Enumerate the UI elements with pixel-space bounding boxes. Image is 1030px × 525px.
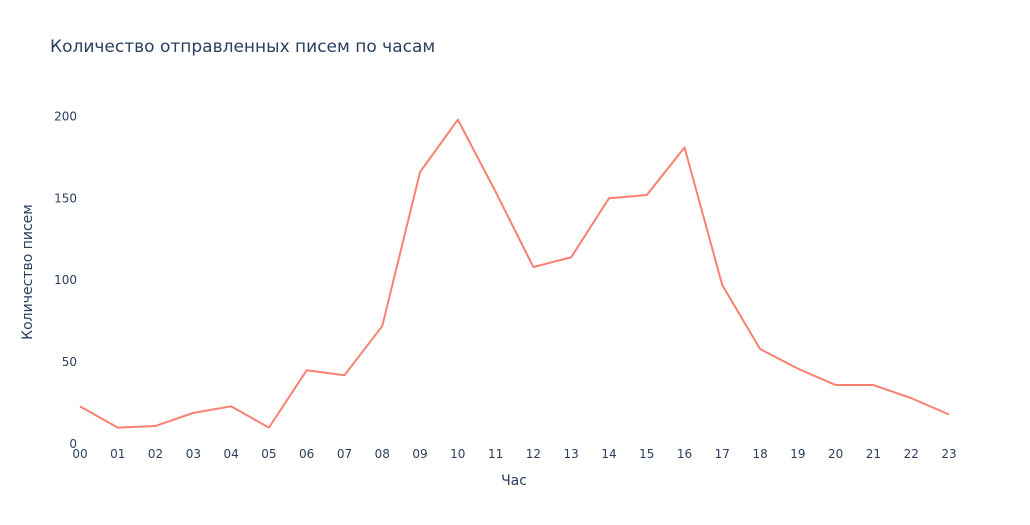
data-point[interactable]: [682, 145, 688, 151]
x-tick-label: 14: [601, 447, 616, 461]
x-tick-label: 02: [148, 447, 163, 461]
data-point[interactable]: [379, 323, 385, 329]
data-point[interactable]: [304, 367, 310, 373]
data-point[interactable]: [190, 410, 196, 416]
y-axis-ticks: 0 50 100 150 200: [54, 109, 77, 451]
data-point[interactable]: [530, 264, 536, 270]
y-tick-label: 100: [54, 273, 77, 287]
data-point[interactable]: [606, 195, 612, 201]
data-point[interactable]: [266, 425, 272, 431]
y-tick-label: 150: [54, 191, 77, 205]
x-tick-label: 10: [450, 447, 465, 461]
y-tick-label: 200: [54, 109, 77, 123]
x-tick-label: 08: [375, 447, 390, 461]
data-point[interactable]: [417, 169, 423, 175]
y-tick-label: 50: [62, 355, 77, 369]
series-group: [77, 117, 952, 431]
data-point[interactable]: [228, 403, 234, 409]
y-tick-label: 0: [69, 437, 77, 451]
x-tick-label: 05: [261, 447, 276, 461]
x-tick-label: 03: [186, 447, 201, 461]
data-point[interactable]: [833, 382, 839, 388]
data-point[interactable]: [153, 423, 159, 429]
data-point[interactable]: [946, 412, 952, 418]
data-point[interactable]: [115, 425, 121, 431]
x-tick-label: 15: [639, 447, 654, 461]
x-axis-ticks: 00 01 02 03 04 05 06 07 08 09 10 11 12 13 14 15 16 17 18 19…: [72, 447, 956, 461]
x-tick-label: 16: [677, 447, 692, 461]
x-tick-label: 01: [110, 447, 125, 461]
x-tick-label: 17: [715, 447, 730, 461]
x-tick-label: 12: [526, 447, 541, 461]
data-point[interactable]: [870, 382, 876, 388]
x-tick-label: 21: [866, 447, 881, 461]
x-tick-label: 22: [904, 447, 919, 461]
chart-title: Количество отправленных писем по часам: [50, 37, 435, 57]
data-point[interactable]: [493, 189, 499, 195]
x-tick-label: 07: [337, 447, 352, 461]
x-tick-label: 19: [790, 447, 805, 461]
data-point[interactable]: [341, 372, 347, 378]
data-point[interactable]: [77, 403, 83, 409]
data-point[interactable]: [795, 366, 801, 372]
y-axis-title: Количество писем: [20, 204, 36, 340]
x-tick-label: 13: [564, 447, 579, 461]
x-tick-label: 18: [752, 447, 767, 461]
series-line: [79, 118, 950, 429]
x-tick-label: 23: [941, 447, 956, 461]
data-point[interactable]: [908, 395, 914, 401]
x-tick-label: 06: [299, 447, 314, 461]
x-tick-label: 20: [828, 447, 843, 461]
x-axis-title: Час: [501, 473, 527, 489]
x-tick-label: 00: [72, 447, 87, 461]
x-tick-label: 11: [488, 447, 503, 461]
data-point[interactable]: [455, 117, 461, 123]
x-tick-label: 09: [412, 447, 427, 461]
data-point[interactable]: [644, 192, 650, 198]
data-point[interactable]: [568, 254, 574, 260]
x-tick-label: 04: [223, 447, 238, 461]
data-point[interactable]: [757, 346, 763, 352]
data-point[interactable]: [719, 282, 725, 288]
